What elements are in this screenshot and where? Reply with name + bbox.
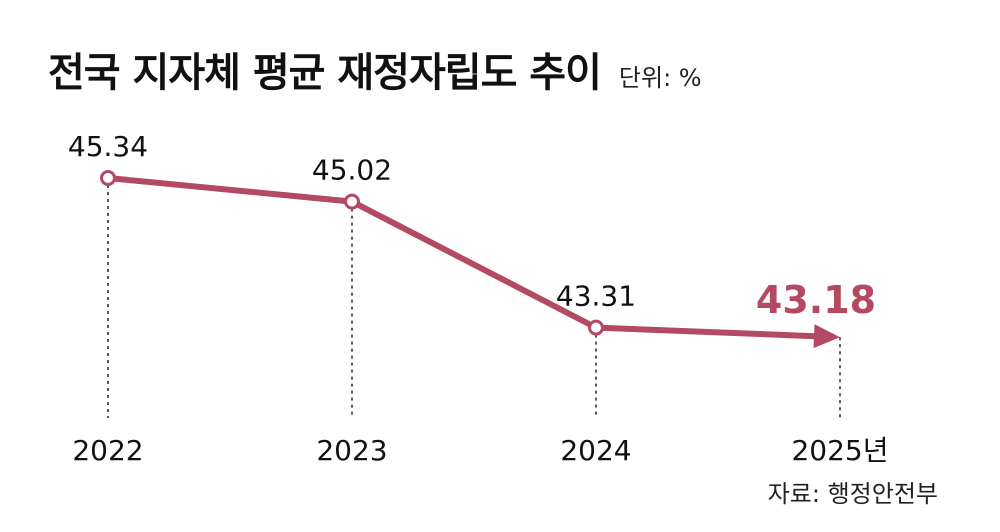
data-point-3 (588, 319, 604, 336)
series-line-segment-2 (349, 198, 599, 331)
data-point-1 (100, 170, 116, 186)
data-label-1: 45.34 (68, 130, 148, 163)
data-label-4: 43.18 (756, 278, 876, 322)
source-note: 자료: 행정안전부 (767, 480, 938, 508)
chart-title: 전국 지자체 평균 재정자립도 추이 (48, 50, 602, 96)
x-tick-label-1: 2022 (72, 434, 143, 467)
series-line-segment-3 (593, 324, 826, 340)
points (100, 170, 840, 349)
x-axis-tick-labels: 2022 2023 2024 2025년 (72, 434, 888, 467)
arrow-head (813, 324, 840, 349)
unit-label: 단위: % (618, 64, 702, 92)
title-row: 전국 지자체 평균 재정자립도 추이 단위: % (48, 40, 702, 100)
series-line-group (105, 175, 826, 340)
x-tick-label-2: 2023 (316, 434, 387, 467)
guide-lines (107, 178, 841, 418)
series-line-segment-1 (105, 175, 355, 205)
x-tick-label-4: 2025년 (791, 434, 888, 467)
data-label-2: 45.02 (312, 154, 392, 187)
data-label-3: 43.31 (556, 280, 636, 313)
x-tick-label-3: 2024 (560, 434, 631, 467)
data-point-2 (344, 193, 360, 210)
data-labels: 45.34 45.02 43.31 43.18 (68, 130, 876, 322)
